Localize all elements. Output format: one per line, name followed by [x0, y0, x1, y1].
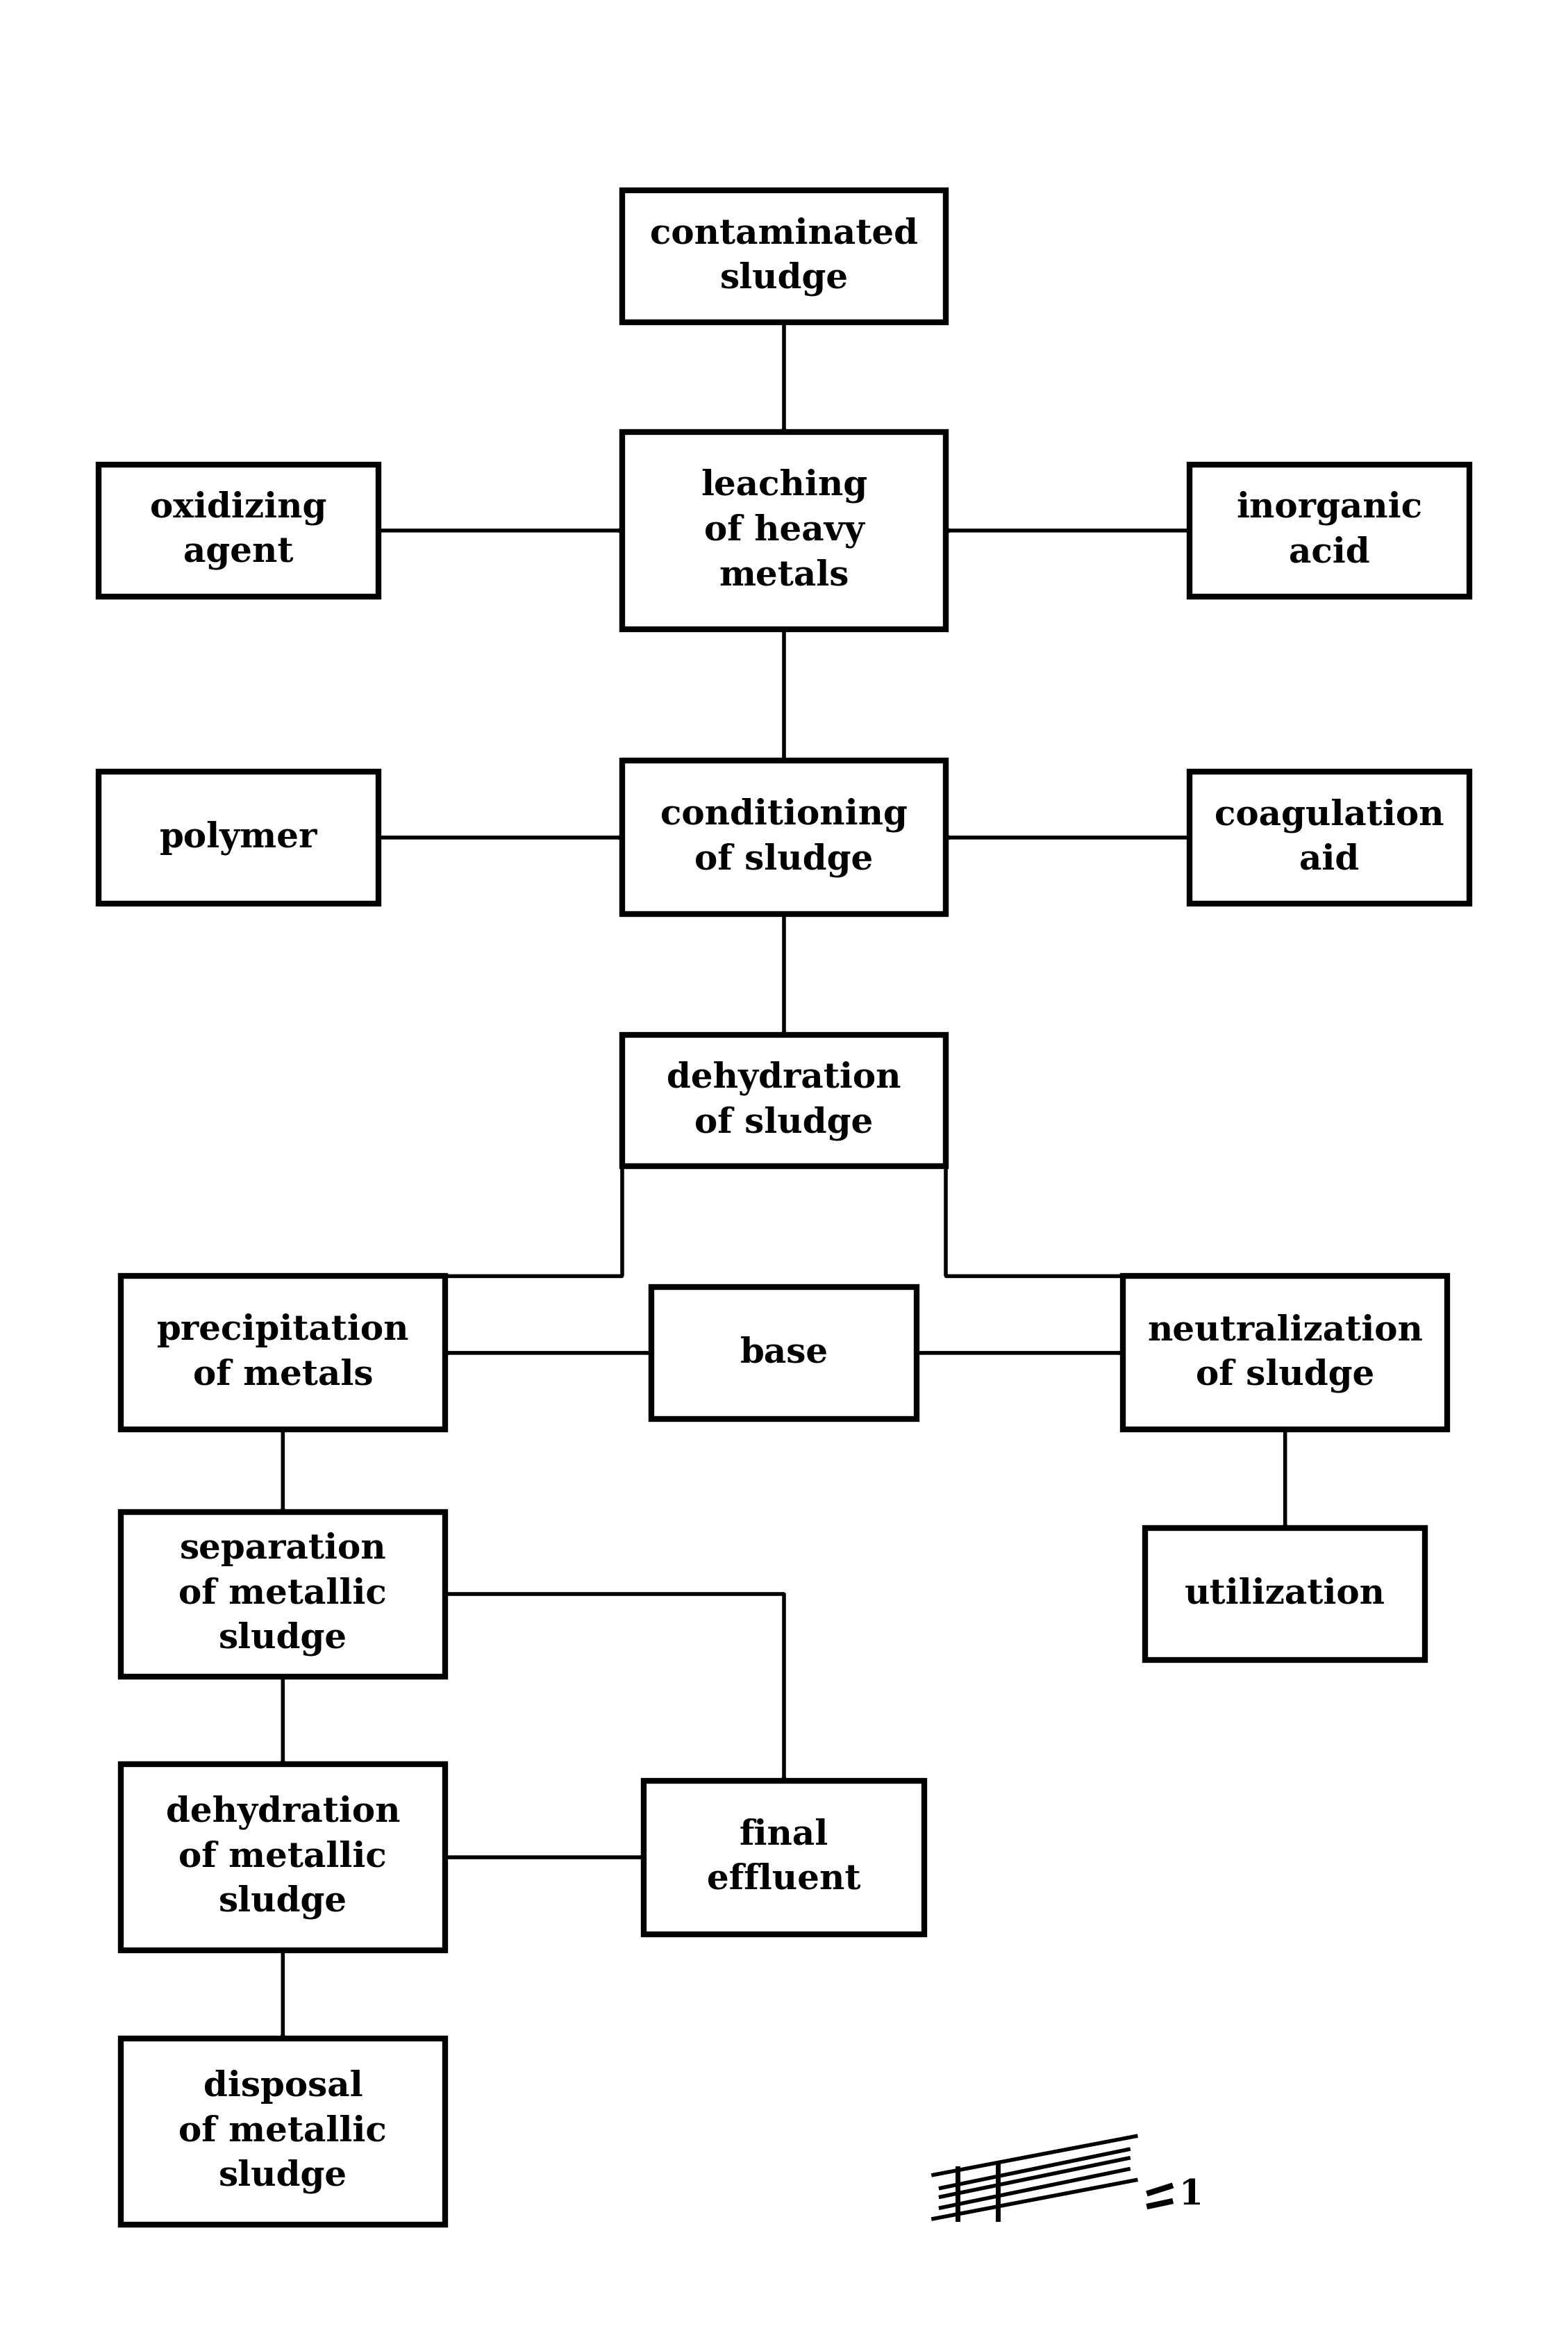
- Text: conditioning
of sludge: conditioning of sludge: [660, 798, 908, 877]
- Bar: [651, 1288, 917, 1418]
- Text: final
effluent: final effluent: [707, 1817, 861, 1897]
- Text: separation
of metallic
sludge: separation of metallic sludge: [179, 1533, 387, 1656]
- Text: inorganic
acid: inorganic acid: [1236, 490, 1422, 569]
- Bar: [121, 1276, 445, 1430]
- Bar: [1123, 1276, 1447, 1430]
- Text: dehydration
of metallic
sludge: dehydration of metallic sludge: [166, 1796, 400, 1920]
- Text: coagulation
aid: coagulation aid: [1215, 798, 1444, 877]
- Text: base: base: [740, 1337, 828, 1369]
- Text: 1: 1: [1179, 2179, 1203, 2212]
- Bar: [121, 2039, 445, 2226]
- Bar: [121, 1764, 445, 1950]
- Bar: [622, 432, 946, 630]
- Bar: [121, 1512, 445, 1677]
- Text: utilization: utilization: [1185, 1577, 1386, 1612]
- Bar: [1190, 772, 1469, 903]
- Bar: [1145, 1528, 1425, 1661]
- Text: polymer: polymer: [160, 821, 318, 854]
- Text: contaminated
sludge: contaminated sludge: [651, 217, 917, 296]
- Text: dehydration
of sludge: dehydration of sludge: [666, 1062, 902, 1141]
- Bar: [99, 464, 379, 597]
- Text: precipitation
of metals: precipitation of metals: [157, 1313, 409, 1393]
- Bar: [99, 772, 379, 903]
- Text: neutralization
of sludge: neutralization of sludge: [1148, 1313, 1422, 1393]
- Text: oxidizing
agent: oxidizing agent: [151, 490, 328, 569]
- Bar: [644, 1780, 924, 1934]
- Text: leaching
of heavy
metals: leaching of heavy metals: [701, 469, 867, 593]
- Bar: [1190, 464, 1469, 597]
- Text: disposal
of metallic
sludge: disposal of metallic sludge: [179, 2069, 387, 2193]
- Bar: [622, 761, 946, 915]
- Bar: [622, 1036, 946, 1166]
- Bar: [622, 191, 946, 322]
